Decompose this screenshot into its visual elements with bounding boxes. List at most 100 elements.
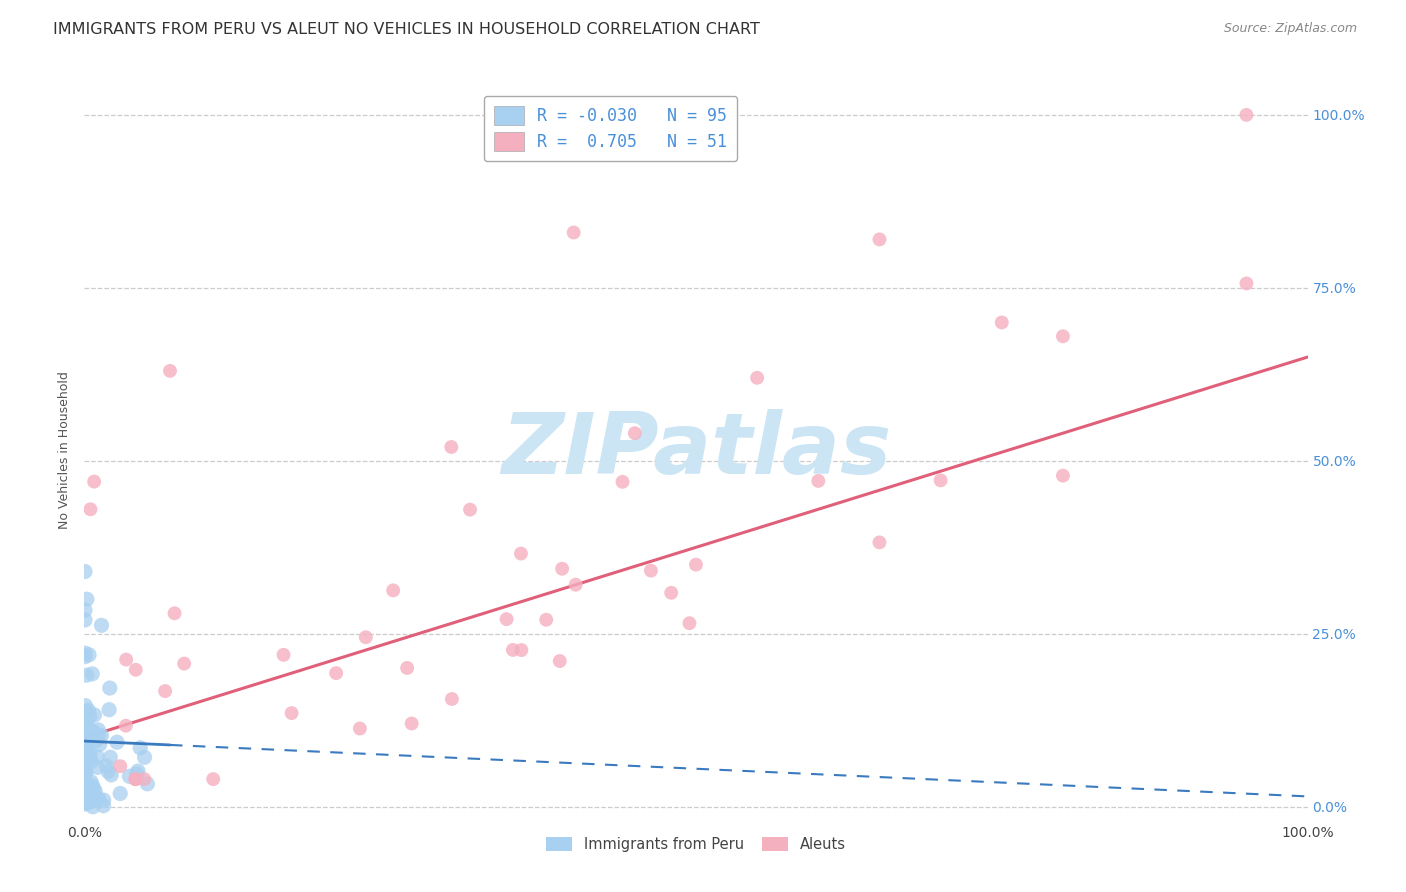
Point	[80, 775, 103, 789]
Point	[98, 750, 121, 764]
Point	[77, 787, 100, 801]
Point	[396, 661, 419, 675]
Point	[502, 643, 524, 657]
Point	[89, 738, 111, 752]
Point	[80, 794, 103, 808]
Point	[869, 535, 891, 549]
Point	[73, 646, 96, 660]
Point	[118, 769, 141, 783]
Point	[510, 643, 533, 657]
Point	[93, 798, 115, 813]
Point	[79, 747, 101, 762]
Point	[76, 731, 98, 746]
Point	[79, 787, 101, 801]
Point	[83, 475, 105, 489]
Point	[83, 707, 105, 722]
Point	[77, 648, 100, 662]
Point	[173, 657, 195, 671]
Point	[129, 740, 152, 755]
Point	[80, 788, 103, 802]
Y-axis label: No Vehicles in Household: No Vehicles in Household	[58, 372, 72, 529]
Point	[75, 719, 97, 733]
Point	[685, 558, 707, 572]
Point	[73, 747, 96, 762]
Point	[440, 692, 463, 706]
Point	[495, 612, 517, 626]
Point	[87, 728, 110, 742]
Point	[73, 756, 96, 770]
Point	[75, 792, 97, 806]
Point	[79, 752, 101, 766]
Point	[105, 735, 128, 749]
Point	[807, 474, 830, 488]
Point	[73, 749, 96, 764]
Point	[1236, 108, 1258, 122]
Point	[83, 781, 105, 796]
Point	[76, 747, 98, 762]
Point	[134, 772, 156, 786]
Point	[73, 714, 96, 728]
Legend: Immigrants from Peru, Aleuts: Immigrants from Peru, Aleuts	[540, 830, 852, 858]
Point	[75, 742, 97, 756]
Point	[77, 750, 100, 764]
Point	[75, 734, 97, 748]
Point	[153, 684, 176, 698]
Point	[134, 750, 156, 764]
Point	[84, 784, 107, 798]
Point	[73, 729, 96, 743]
Point	[93, 793, 115, 807]
Point	[73, 723, 96, 738]
Point	[76, 592, 98, 607]
Point	[125, 663, 148, 677]
Point	[73, 779, 96, 793]
Point	[73, 649, 96, 664]
Point	[73, 744, 96, 758]
Point	[440, 440, 463, 454]
Point	[1052, 468, 1074, 483]
Point	[75, 705, 97, 719]
Point	[77, 703, 100, 717]
Point	[75, 765, 97, 780]
Point	[79, 780, 101, 795]
Point	[458, 502, 481, 516]
Point	[76, 743, 98, 757]
Point	[110, 787, 132, 801]
Point	[73, 731, 96, 746]
Point	[80, 755, 103, 769]
Point	[75, 764, 97, 778]
Point	[79, 502, 101, 516]
Point	[929, 474, 952, 488]
Point	[136, 777, 159, 791]
Point	[75, 765, 97, 780]
Text: IMMIGRANTS FROM PERU VS ALEUT NO VEHICLES IN HOUSEHOLD CORRELATION CHART: IMMIGRANTS FROM PERU VS ALEUT NO VEHICLE…	[53, 22, 761, 37]
Point	[127, 764, 149, 778]
Point	[73, 565, 96, 579]
Point	[159, 364, 181, 378]
Point	[79, 794, 101, 808]
Point	[325, 666, 347, 681]
Point	[115, 719, 138, 733]
Point	[79, 780, 101, 795]
Point	[659, 586, 682, 600]
Point	[76, 789, 98, 804]
Point	[124, 772, 146, 786]
Text: Source: ZipAtlas.com: Source: ZipAtlas.com	[1223, 22, 1357, 36]
Point	[86, 749, 108, 764]
Point	[73, 780, 96, 795]
Point	[75, 773, 97, 788]
Point	[678, 616, 700, 631]
Point	[73, 603, 96, 617]
Point	[747, 371, 769, 385]
Point	[75, 796, 97, 810]
Point	[354, 630, 377, 644]
Point	[75, 797, 97, 811]
Point	[82, 779, 104, 793]
Point	[612, 475, 634, 489]
Point	[548, 654, 571, 668]
Point	[76, 793, 98, 807]
Point	[96, 759, 118, 773]
Point	[202, 772, 225, 786]
Point	[84, 734, 107, 748]
Point	[90, 729, 112, 743]
Point	[510, 547, 533, 561]
